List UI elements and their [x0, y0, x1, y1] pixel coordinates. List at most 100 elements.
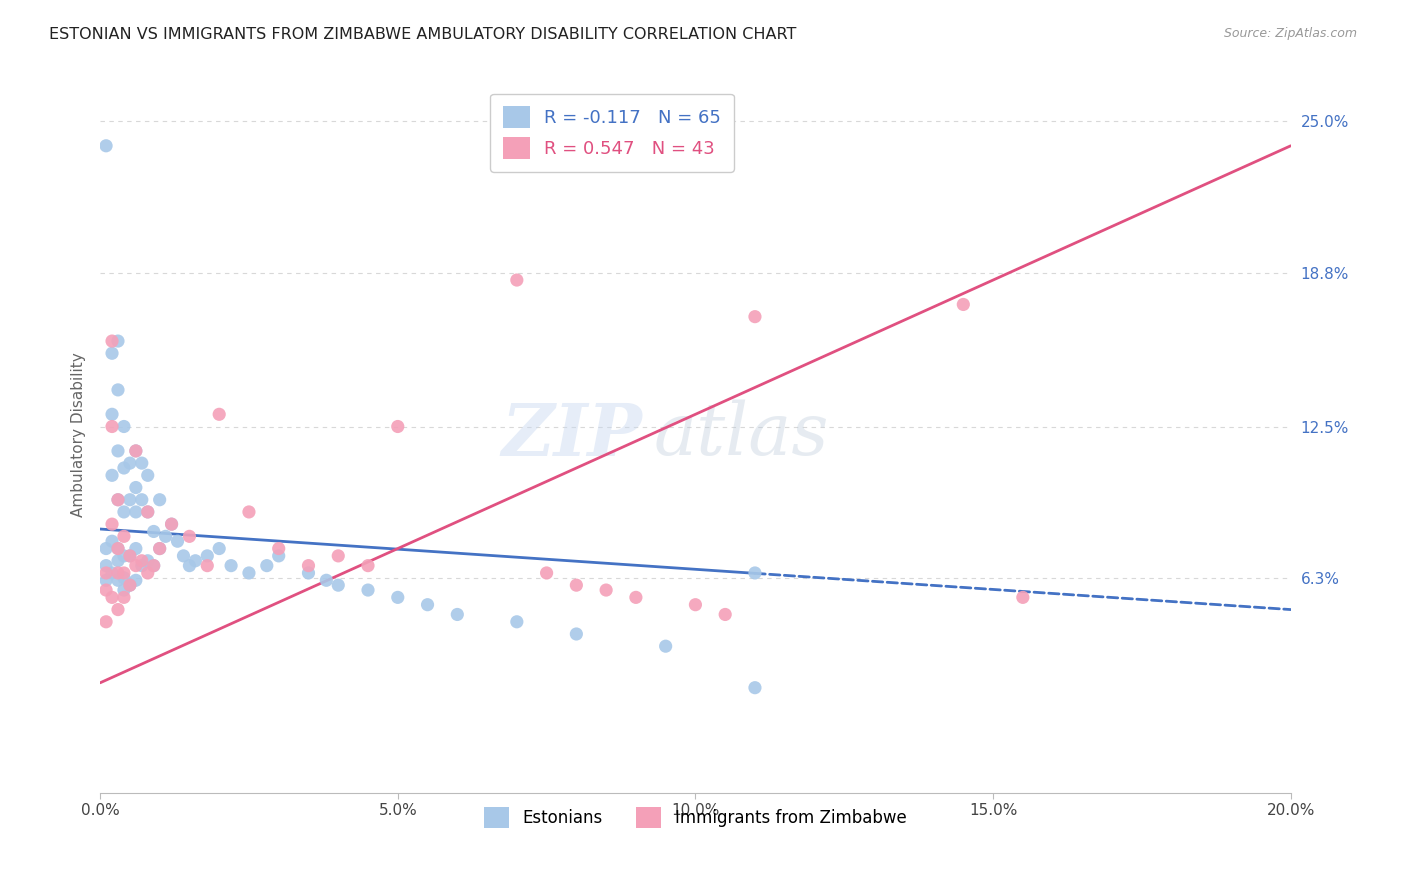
Point — [101, 468, 124, 483]
Point — [107, 492, 129, 507]
Point — [357, 582, 380, 597]
Point — [328, 549, 350, 563]
Point — [238, 566, 260, 580]
Point — [118, 456, 141, 470]
Text: atlas: atlas — [654, 400, 830, 470]
Point — [101, 517, 124, 532]
Point — [506, 615, 529, 629]
Point — [387, 419, 409, 434]
Point — [125, 558, 148, 573]
Point — [131, 558, 153, 573]
Point — [125, 444, 148, 458]
Point — [107, 541, 129, 556]
Point — [131, 554, 153, 568]
Point — [94, 541, 117, 556]
Point — [94, 615, 117, 629]
Point — [112, 529, 135, 543]
Point — [136, 505, 159, 519]
Point — [744, 566, 766, 580]
Point — [166, 534, 188, 549]
Point — [256, 558, 278, 573]
Point — [94, 558, 117, 573]
Point — [112, 505, 135, 519]
Point — [107, 574, 129, 588]
Point — [107, 541, 129, 556]
Point — [952, 297, 974, 311]
Point — [195, 558, 218, 573]
Point — [94, 582, 117, 597]
Point — [565, 578, 588, 592]
Point — [184, 554, 207, 568]
Point — [267, 549, 290, 563]
Point — [107, 444, 129, 458]
Point — [446, 607, 468, 622]
Point — [131, 492, 153, 507]
Point — [101, 419, 124, 434]
Point — [1011, 591, 1033, 605]
Point — [208, 407, 231, 421]
Point — [297, 558, 319, 573]
Point — [125, 505, 148, 519]
Point — [149, 541, 172, 556]
Point — [112, 571, 135, 585]
Point — [101, 346, 124, 360]
Point — [744, 681, 766, 695]
Point — [536, 566, 558, 580]
Point — [136, 566, 159, 580]
Point — [107, 602, 129, 616]
Point — [142, 524, 165, 539]
Point — [179, 529, 201, 543]
Point — [101, 407, 124, 421]
Point — [172, 549, 194, 563]
Point — [160, 517, 183, 532]
Y-axis label: Ambulatory Disability: Ambulatory Disability — [72, 352, 86, 517]
Point — [94, 566, 117, 580]
Point — [595, 582, 617, 597]
Point — [118, 549, 141, 563]
Point — [131, 456, 153, 470]
Point — [238, 505, 260, 519]
Point — [328, 578, 350, 592]
Point — [654, 639, 676, 653]
Point — [112, 582, 135, 597]
Point — [118, 492, 141, 507]
Legend: Estonians, Immigrants from Zimbabwe: Estonians, Immigrants from Zimbabwe — [478, 801, 912, 834]
Point — [136, 505, 159, 519]
Point — [565, 627, 588, 641]
Point — [136, 554, 159, 568]
Point — [101, 566, 124, 580]
Point — [506, 273, 529, 287]
Point — [107, 492, 129, 507]
Point — [112, 591, 135, 605]
Point — [624, 591, 647, 605]
Point — [94, 574, 117, 588]
Point — [714, 607, 737, 622]
Point — [142, 558, 165, 573]
Point — [118, 549, 141, 563]
Point — [125, 541, 148, 556]
Point — [118, 578, 141, 592]
Point — [112, 549, 135, 563]
Point — [195, 549, 218, 563]
Point — [112, 461, 135, 475]
Point — [101, 334, 124, 348]
Point — [125, 444, 148, 458]
Point — [208, 541, 231, 556]
Text: ZIP: ZIP — [501, 400, 643, 471]
Point — [267, 541, 290, 556]
Point — [315, 574, 337, 588]
Point — [125, 574, 148, 588]
Point — [179, 558, 201, 573]
Point — [118, 578, 141, 592]
Point — [149, 541, 172, 556]
Point — [136, 468, 159, 483]
Point — [107, 334, 129, 348]
Point — [219, 558, 242, 573]
Point — [387, 591, 409, 605]
Point — [160, 517, 183, 532]
Text: Source: ZipAtlas.com: Source: ZipAtlas.com — [1223, 27, 1357, 40]
Point — [112, 566, 135, 580]
Point — [112, 419, 135, 434]
Point — [149, 492, 172, 507]
Point — [155, 529, 177, 543]
